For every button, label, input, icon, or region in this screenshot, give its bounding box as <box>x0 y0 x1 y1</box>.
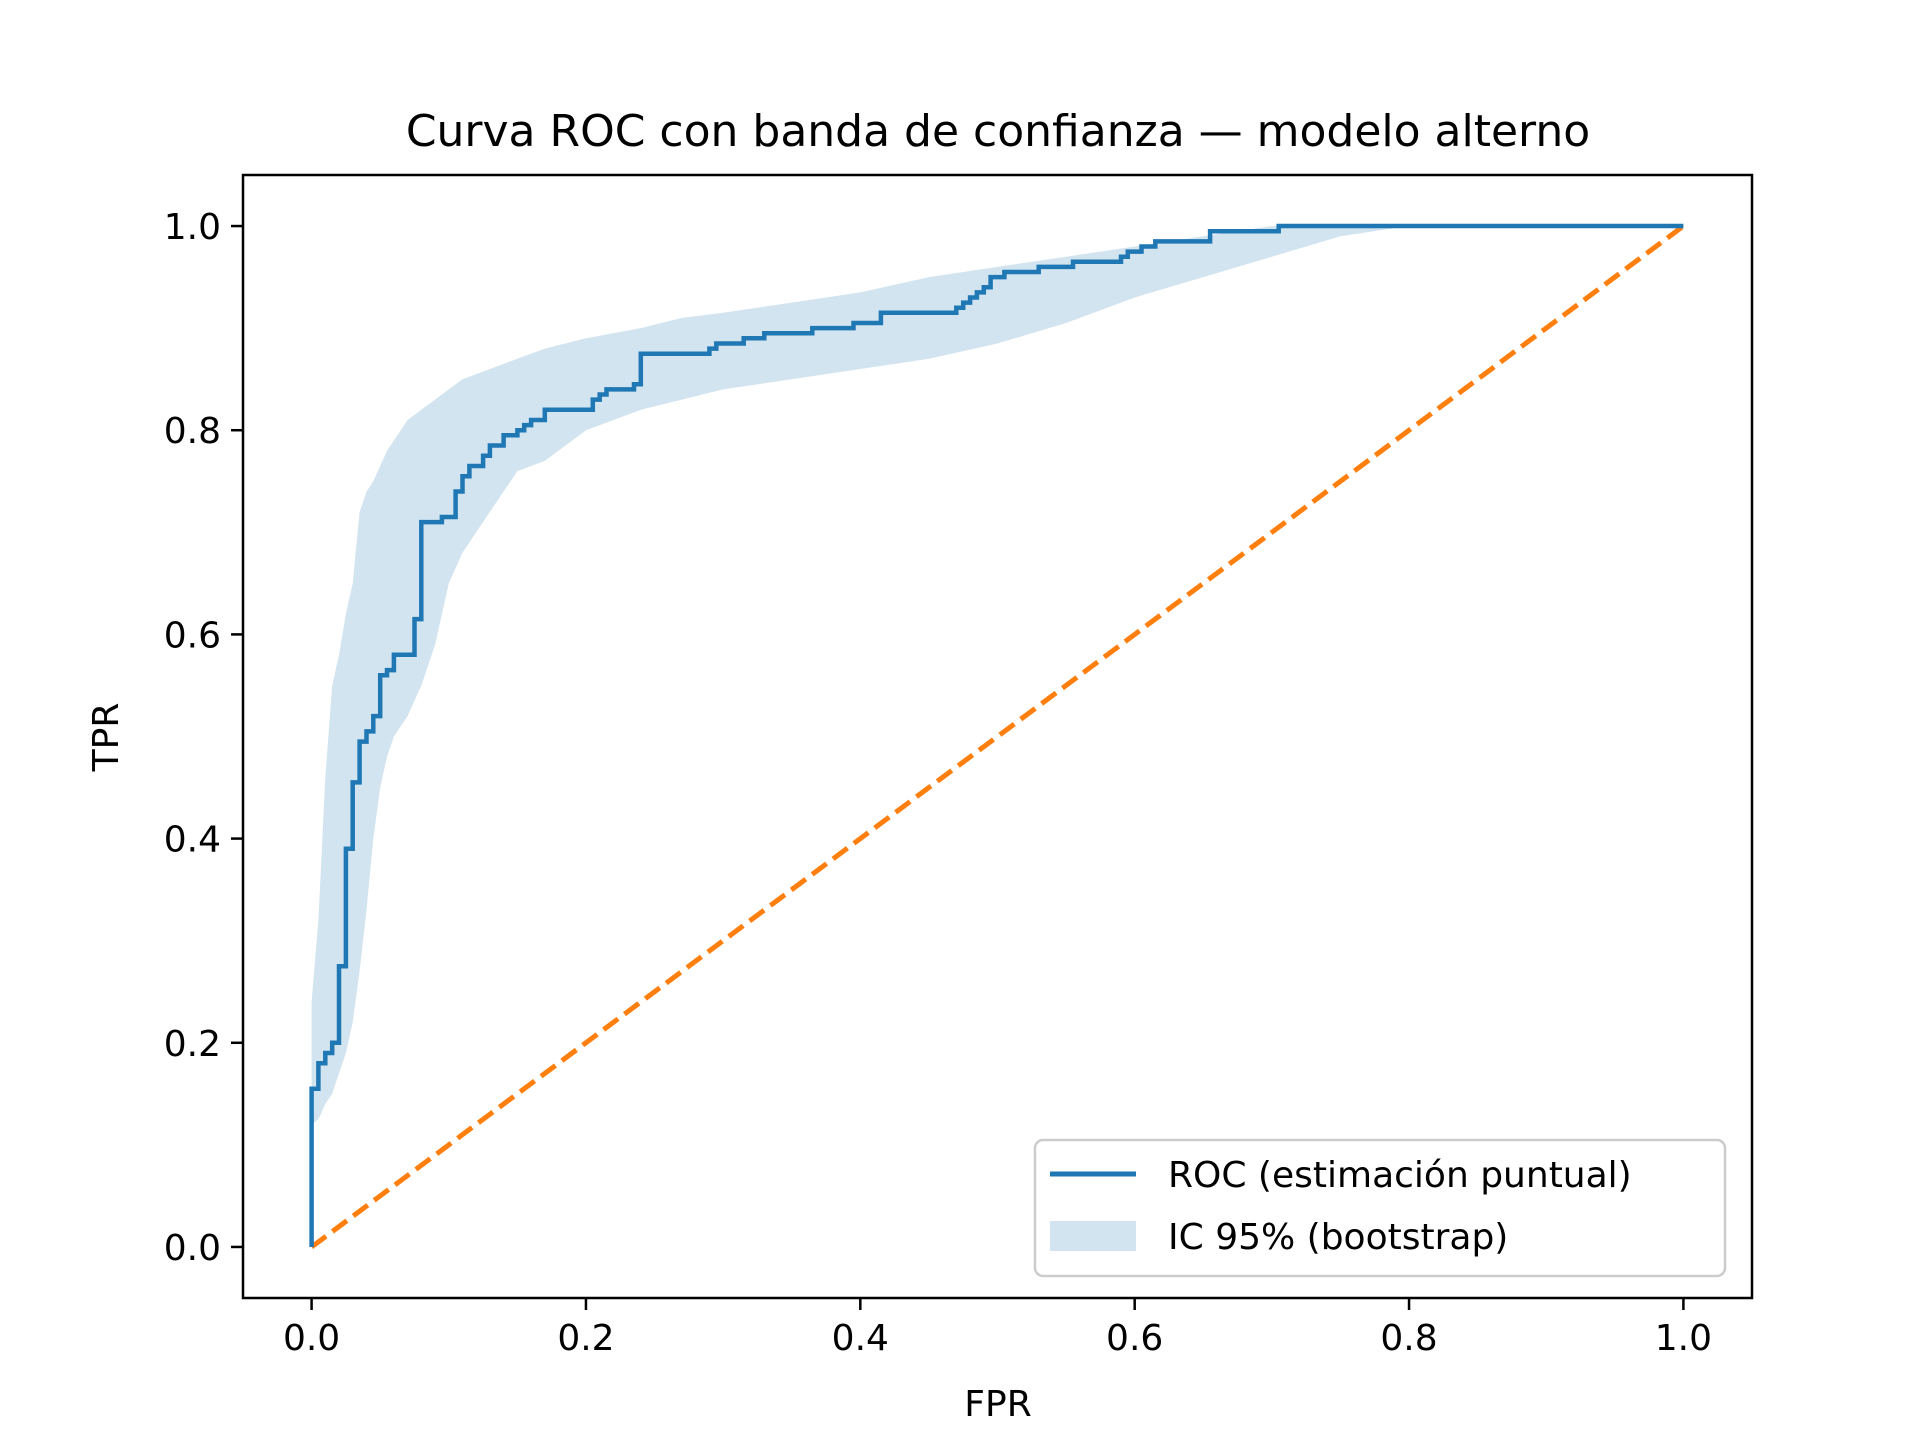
legend-swatch-band <box>1050 1221 1136 1251</box>
y-axis-label: TPR <box>86 703 127 773</box>
y-tick-label: 0.8 <box>164 411 221 452</box>
x-tick-label: 0.8 <box>1380 1318 1437 1359</box>
legend-frame <box>1033 1138 1727 1278</box>
y-tick-label: 0.0 <box>164 1228 221 1269</box>
axes-frame <box>241 173 1754 1300</box>
roc-curve-layer <box>309 223 1684 1247</box>
x-tick-label: 0.4 <box>832 1318 889 1359</box>
x-tick-label: 0.6 <box>1106 1318 1163 1359</box>
roc-curve-line <box>309 223 1684 1247</box>
legend: ROC (estimación puntual) IC 95% (bootstr… <box>1033 1138 1727 1278</box>
x-axis-label: FPR <box>964 1384 1031 1425</box>
y-tick-label: 1.0 <box>164 207 221 248</box>
legend-label-band: IC 95% (bootstrap) <box>1168 1217 1508 1258</box>
x-tick-label: 0.2 <box>557 1318 614 1359</box>
chart-title: Curva ROC con banda de confianza — model… <box>406 106 1590 157</box>
y-tick-label: 0.6 <box>164 615 221 656</box>
plot-area <box>241 173 1754 1300</box>
y-axis-ticks: 0.0 0.2 0.4 0.6 0.8 1.0 <box>164 207 243 1269</box>
legend-label-roc: ROC (estimación puntual) <box>1168 1155 1632 1196</box>
x-tick-label: 0.0 <box>283 1318 340 1359</box>
x-tick-label: 1.0 <box>1655 1318 1712 1359</box>
y-tick-label: 0.2 <box>164 1024 221 1065</box>
y-tick-label: 0.4 <box>164 820 221 861</box>
x-axis-ticks: 0.0 0.2 0.4 0.6 0.8 1.0 <box>283 1298 1712 1359</box>
